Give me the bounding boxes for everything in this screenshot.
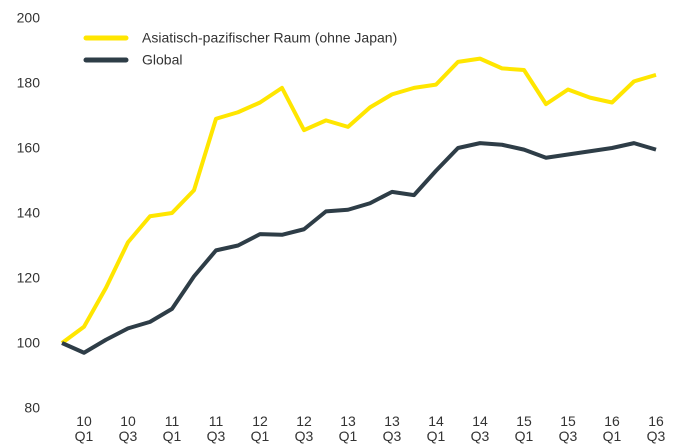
x-tick-label: 11 Q1 <box>162 413 182 444</box>
x-tick-label: 14 Q1 <box>426 413 446 444</box>
x-tick-label: 13 Q1 <box>338 413 358 444</box>
x-tick-label: 15 Q1 <box>514 413 534 444</box>
legend-label: Global <box>142 51 183 68</box>
y-tick-label: 180 <box>16 74 40 91</box>
x-tick-label: 10 Q3 <box>118 413 138 444</box>
x-tick-label: 12 Q1 <box>250 413 270 444</box>
y-tick-label: 140 <box>16 204 40 221</box>
x-tick-label: 16 Q1 <box>602 413 622 444</box>
y-tick-label: 80 <box>24 399 40 416</box>
series-line <box>60 56 657 345</box>
x-tick-label: 13 Q3 <box>382 413 402 444</box>
legend-label: Asiatisch-pazifischer Raum (ohne Japan) <box>142 29 398 46</box>
x-tick-label: 10 Q1 <box>74 413 94 444</box>
y-tick-label: 160 <box>16 139 40 156</box>
x-tick-label: 16 Q3 <box>646 413 666 444</box>
y-tick-label: 200 <box>16 9 40 26</box>
series-line <box>61 141 657 355</box>
x-tick-label: 12 Q3 <box>294 413 314 444</box>
y-tick-label: 100 <box>16 334 40 351</box>
x-tick-label: 14 Q3 <box>470 413 490 444</box>
x-tick-label: 15 Q3 <box>558 413 578 444</box>
y-tick-label: 120 <box>16 269 40 286</box>
x-tick-label: 11 Q3 <box>206 413 226 444</box>
